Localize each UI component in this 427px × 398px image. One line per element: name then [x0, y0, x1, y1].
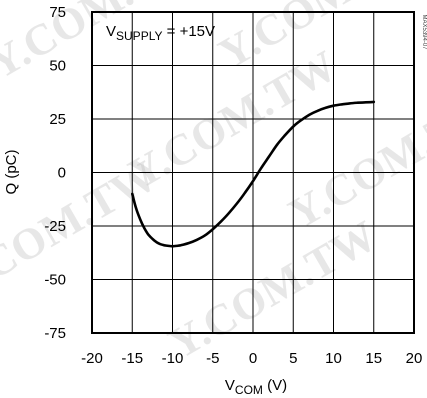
x-label-rest: (V): [263, 377, 287, 394]
y-tick-label: -25: [44, 218, 66, 235]
watermark-text: Y.COM.TW: [0, 151, 165, 309]
watermark-text: Y.COM.TW: [0, 0, 205, 89]
y-tick-label: 75: [49, 4, 66, 21]
annotation-rest: = +15V: [162, 23, 215, 40]
y-tick-label: -75: [44, 325, 66, 342]
annotation-sub: SUPPLY: [116, 29, 162, 43]
y-tick-label: 50: [49, 58, 66, 75]
y-tick-label: 0: [58, 165, 66, 182]
watermark-layer: Y.COM.TWY.COM.TWY.COM.TWY.COM.TWY.COM.TW…: [0, 0, 427, 369]
y-tick-label: -50: [44, 272, 66, 289]
x-tick-label: 20: [406, 350, 423, 367]
x-tick-label: 15: [365, 350, 382, 367]
plot-frame: [91, 11, 415, 334]
x-axis-label: VCOM (V): [225, 377, 287, 397]
x-tick-label: -10: [162, 350, 184, 367]
x-label-main: V: [225, 377, 235, 394]
grid: [92, 12, 414, 333]
annotation-main: V: [106, 23, 116, 40]
x-tick-label: -5: [206, 350, 219, 367]
series-line: [131, 100, 376, 248]
watermark-text: Y.COM.TW: [161, 211, 385, 369]
y-axis-label: Q (pC): [3, 149, 20, 194]
x-tick-label: 10: [325, 350, 342, 367]
x-tick-label: -20: [81, 350, 103, 367]
x-tick-label: 0: [249, 350, 257, 367]
x-label-sub: COM: [235, 383, 263, 397]
x-tick-label: 5: [289, 350, 297, 367]
x-tick-label: -15: [121, 350, 143, 367]
y-tick-label: 25: [49, 111, 66, 128]
figure-id: MAX5394-07: [421, 14, 427, 50]
supply-annotation: VSUPPLY = +15V: [106, 23, 215, 43]
